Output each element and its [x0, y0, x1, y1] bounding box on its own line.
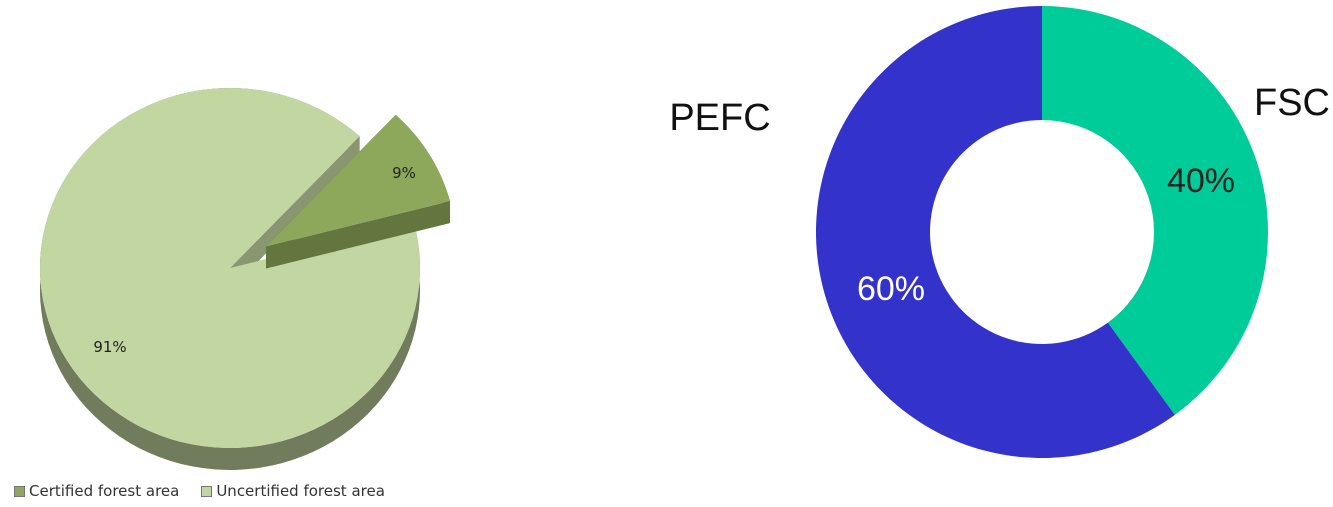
donut-data-label-pefc: 60%	[857, 270, 925, 308]
legend-item-uncertified: Uncertified forest area	[201, 482, 385, 500]
pie-data-label-certified: 9%	[392, 164, 416, 182]
donut-data-label-fsc: 40%	[1167, 162, 1235, 200]
certification-pie-chart: 9% 91%	[39, 88, 450, 471]
pie-legend: Certified forest area Uncertified forest…	[14, 482, 407, 500]
donut-slice-pefc	[816, 6, 1175, 458]
pie-slice-wall-certified-1	[266, 201, 450, 269]
pie-slice-wall-uncertified-1	[230, 136, 360, 290]
donut-slice-fsc	[1042, 6, 1268, 415]
legend-swatch-certified	[14, 485, 25, 497]
legend-label-certified: Certified forest area	[29, 482, 180, 500]
pie-slice-certified	[266, 114, 450, 247]
donut-category-label-fsc: FSC	[1254, 82, 1330, 124]
donut-category-label-pefc: PEFC	[669, 97, 770, 139]
legend-swatch-uncertified	[201, 485, 213, 497]
pie-data-label-uncertified: 91%	[93, 338, 126, 356]
legend-item-certified: Certified forest area	[14, 482, 179, 500]
pie-slice-uncertified	[39, 88, 420, 448]
scheme-donut-chart: 40% 60% FSC PEFC	[669, 6, 1330, 458]
legend-label-uncertified: Uncertified forest area	[216, 482, 385, 500]
